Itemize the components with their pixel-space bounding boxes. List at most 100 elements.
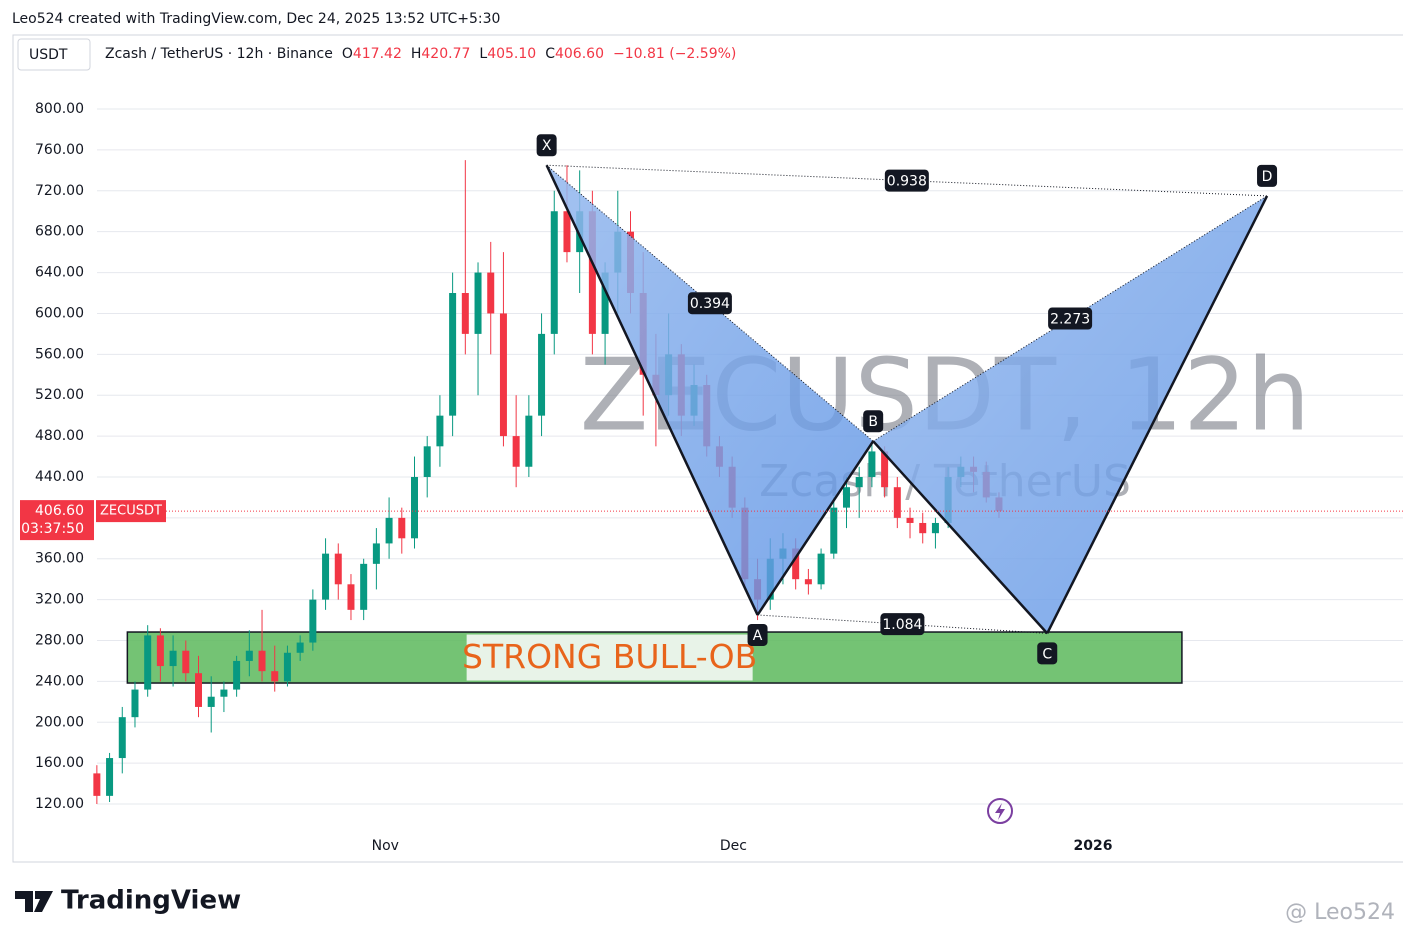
candle-body [398,517,406,539]
ratio-label: 0.938 [887,174,927,190]
order-block-label: STRONG BULL-OB [462,637,757,676]
candle-body [830,507,838,554]
y-tick-label: 240.00 [35,673,84,689]
candle-body [296,642,304,653]
candle-body [931,522,939,534]
point-label: C [1042,646,1052,662]
candle-body [410,476,418,539]
candle-body [372,543,380,564]
point-label: A [753,628,763,644]
candle-body [487,272,495,314]
pattern-leg [1046,195,1269,634]
point-label: B [868,414,878,430]
candle-body [118,717,126,759]
lightning-bolt [995,803,1005,820]
y-tick-label: 800.00 [35,101,84,117]
y-tick-label: 320.00 [35,592,84,608]
y-tick-label: 560.00 [35,346,84,362]
pattern-shine [873,195,1268,634]
candle-body [436,415,444,447]
x-tick-label: 2026 [1073,838,1112,854]
point-label-bg [1037,642,1058,665]
toolbar-legend: Zcash / TetherUS · 12h · Binance O417.42 H… [105,46,736,62]
y-tick-label: 760.00 [35,142,84,158]
y-tick-label: 280.00 [35,633,84,649]
point-label-bg [863,410,884,433]
candle-body [271,671,279,682]
candle-body [169,650,177,667]
candle-body [792,548,800,580]
order-block-label-bg [466,634,753,681]
candle-body [322,553,330,600]
credit: Leo524 created with TradingView.com, Dec… [12,11,501,27]
currency-button[interactable] [17,38,91,71]
candle-body [563,211,571,253]
x-tick-label: Dec [720,838,747,854]
candle-body [461,293,469,334]
pattern-shine [546,165,874,615]
candle-body [360,563,368,610]
ratio-label-bg [1048,307,1093,330]
point-label: D [1262,169,1273,185]
candle-body [258,650,266,672]
candle-body [601,272,609,334]
x-tick-label: Nov [372,838,399,854]
ohlc-key: C [545,46,555,62]
candle-body [245,650,253,661]
point-label: X [542,138,552,154]
ohlc-key: L [479,46,487,62]
pattern-leg [872,440,1049,635]
candle-body [195,673,203,707]
y-tick-label: 200.00 [35,714,84,730]
candle-body [233,660,241,690]
symbol: Zcash / TetherUS · 12h · Binance [105,46,333,62]
candle-body [525,415,533,467]
candle-body [144,635,152,690]
last-price: 406.60 [35,503,84,519]
countdown: 03:37:50 [21,521,84,537]
candle-body [512,436,520,467]
ohlc-value: 420.77 [421,46,470,62]
candle-body [550,211,558,334]
candle-body [309,599,317,643]
candle-body [283,652,291,682]
symbol-tag [96,500,166,523]
ratio-label: 0.394 [690,296,730,312]
candle-body [474,272,482,334]
candle-body [334,553,342,585]
lightning-icon[interactable] [987,798,1013,824]
candle-body [182,650,190,674]
ratio-label-bg [687,292,732,315]
candle-body [855,476,863,488]
candle-body [106,758,114,796]
point-label-bg [536,134,557,157]
candle-body [588,211,596,334]
ohlc-value: 417.42 [353,46,402,62]
ratio-label-bg [880,613,925,636]
candle-body [131,689,139,718]
candle-body [906,517,914,523]
pattern-leg [545,164,759,616]
ratio-line [757,614,1048,634]
candle-body [893,487,901,518]
ohlc-key: O [342,46,353,62]
candle-body [220,689,228,697]
change: −10.81 (−2.59%) [613,46,736,62]
brand: TradingView [61,886,241,916]
candle-body [538,333,546,416]
ratio-label: 2.273 [1050,312,1090,328]
ohlc-key: H [411,46,422,62]
ratio-label: 1.084 [882,617,922,633]
candle-body [449,293,457,416]
panel-border [12,34,1403,863]
candle-body [499,313,507,437]
currency[interactable]: USDT [29,47,68,63]
last-price-tag [20,500,94,541]
ohlc-value: 406.60 [555,46,604,62]
candle-body [207,696,215,707]
candle-body [919,522,927,534]
y-tick-label: 600.00 [35,305,84,321]
y-tick-label: 120.00 [35,796,84,812]
pattern-leg [756,440,875,616]
